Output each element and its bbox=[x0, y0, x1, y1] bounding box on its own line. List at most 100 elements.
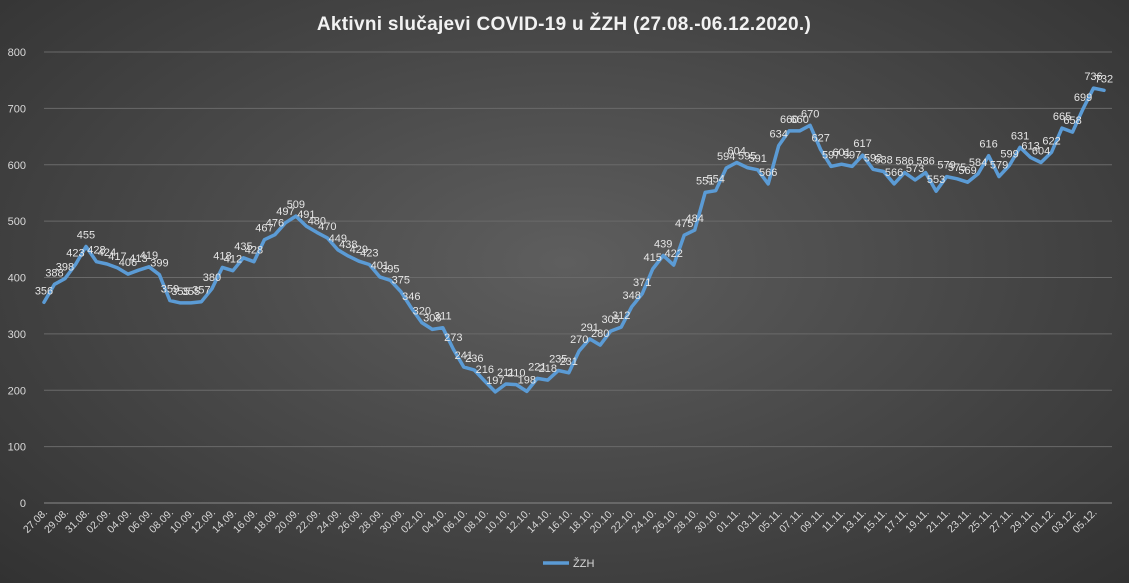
x-axis-ticks: 27.08.29.08.31.08.02.09.04.09.06.09.08.0… bbox=[21, 507, 1100, 536]
data-label: 491 bbox=[297, 209, 315, 221]
data-label: 422 bbox=[665, 248, 683, 260]
data-label: 588 bbox=[874, 155, 892, 167]
data-label: 371 bbox=[633, 277, 651, 289]
data-label: 429 bbox=[350, 244, 368, 256]
data-label: 221 bbox=[528, 361, 546, 373]
data-label: 631 bbox=[1011, 130, 1029, 142]
data-label: 346 bbox=[402, 291, 420, 303]
data-label: 241 bbox=[455, 350, 473, 362]
y-tick-label: 500 bbox=[8, 216, 26, 228]
data-label: 597 bbox=[843, 149, 861, 161]
data-label: 467 bbox=[255, 223, 273, 235]
data-label: 211 bbox=[497, 367, 515, 379]
y-tick-label: 100 bbox=[8, 442, 26, 454]
data-label: 594 bbox=[717, 151, 735, 163]
data-label: 439 bbox=[654, 239, 672, 251]
data-label: 280 bbox=[591, 328, 609, 340]
data-label: 406 bbox=[119, 257, 137, 269]
data-label: 388 bbox=[45, 267, 63, 279]
data-label: 412 bbox=[224, 254, 242, 266]
data-label: 660 bbox=[780, 114, 798, 126]
data-label: 554 bbox=[707, 174, 725, 186]
data-label: 415 bbox=[644, 252, 662, 264]
data-label: 320 bbox=[413, 306, 431, 318]
data-label: 356 bbox=[35, 285, 53, 297]
data-label: 231 bbox=[560, 356, 578, 368]
y-axis-ticks: 0 100 200 300 400 500 600 700 800 bbox=[8, 47, 26, 510]
data-label: 423 bbox=[66, 248, 84, 260]
data-label: 413 bbox=[129, 253, 147, 265]
data-label: 553 bbox=[927, 174, 945, 186]
chart-title: Aktivni slučajevi COVID-19 u ŽZH (27.08.… bbox=[317, 13, 811, 35]
data-label: 476 bbox=[266, 218, 284, 230]
data-label: 355 bbox=[171, 286, 189, 298]
data-label: 197 bbox=[486, 375, 504, 387]
data-label: 604 bbox=[727, 145, 745, 157]
y-tick-label: 200 bbox=[8, 385, 26, 397]
data-label: 484 bbox=[686, 213, 704, 225]
series-layer bbox=[42, 86, 1106, 394]
data-label: 216 bbox=[476, 364, 494, 376]
data-label: 584 bbox=[969, 157, 987, 169]
data-label: 670 bbox=[801, 108, 819, 120]
data-label: 475 bbox=[675, 218, 693, 230]
data-label: 398 bbox=[56, 262, 74, 274]
gridlines bbox=[44, 51, 1112, 504]
data-label: 601 bbox=[832, 147, 850, 159]
y-tick-label: 700 bbox=[8, 103, 26, 115]
data-label: 401 bbox=[371, 260, 389, 272]
data-label: 423 bbox=[360, 248, 378, 260]
data-label: 348 bbox=[623, 290, 641, 302]
data-label: 579 bbox=[990, 160, 1008, 172]
data-label: 616 bbox=[979, 139, 997, 151]
data-label: 417 bbox=[108, 251, 126, 263]
data-label: 270 bbox=[570, 334, 588, 346]
data-label: 428 bbox=[87, 245, 105, 257]
data-label: 586 bbox=[895, 156, 913, 168]
data-label: 497 bbox=[276, 206, 294, 218]
data-label: 291 bbox=[581, 322, 599, 334]
data-label: 591 bbox=[748, 153, 766, 165]
data-label: 308 bbox=[423, 312, 441, 324]
data-label: 660 bbox=[790, 114, 808, 126]
data-label: 435 bbox=[234, 241, 252, 253]
data-label: 480 bbox=[308, 215, 326, 227]
data-label: 418 bbox=[213, 250, 231, 262]
data-label: 355 bbox=[182, 286, 200, 298]
series-line-zzh bbox=[42, 86, 1106, 394]
data-label: 627 bbox=[811, 133, 829, 145]
data-label: 699 bbox=[1074, 92, 1092, 104]
data-label: 399 bbox=[150, 258, 168, 270]
y-tick-label: 600 bbox=[8, 160, 26, 172]
data-label: 273 bbox=[444, 332, 462, 344]
data-label: 595 bbox=[738, 151, 756, 163]
legend-label: ŽZH bbox=[573, 557, 594, 570]
data-label: 566 bbox=[885, 167, 903, 179]
data-label: 665 bbox=[1053, 111, 1071, 123]
data-label: 566 bbox=[759, 167, 777, 179]
data-label: 218 bbox=[539, 363, 557, 375]
data-label: 732 bbox=[1095, 73, 1113, 85]
data-label: 736 bbox=[1084, 71, 1102, 83]
data-label: 424 bbox=[98, 247, 116, 259]
x-tick-label: 30.10. bbox=[693, 507, 722, 536]
data-label: 551 bbox=[696, 175, 714, 187]
y-tick-label: 300 bbox=[8, 329, 26, 341]
data-label: 375 bbox=[392, 275, 410, 287]
data-label: 470 bbox=[318, 221, 336, 233]
data-label: 449 bbox=[329, 233, 347, 245]
data-label: 210 bbox=[507, 368, 525, 380]
data-label: 573 bbox=[906, 163, 924, 175]
data-labels: 3563883984234554284244174064134193993593… bbox=[35, 71, 1113, 387]
data-label: 597 bbox=[822, 149, 840, 161]
data-label: 359 bbox=[161, 284, 179, 296]
data-label: 428 bbox=[245, 245, 263, 257]
y-tick-label: 400 bbox=[8, 273, 26, 285]
data-label: 419 bbox=[140, 250, 158, 262]
data-label: 613 bbox=[1021, 140, 1039, 152]
y-tick-label: 0 bbox=[20, 498, 26, 510]
data-label: 380 bbox=[203, 272, 221, 284]
legend: ŽZH bbox=[543, 557, 594, 570]
data-label: 579 bbox=[937, 160, 955, 172]
